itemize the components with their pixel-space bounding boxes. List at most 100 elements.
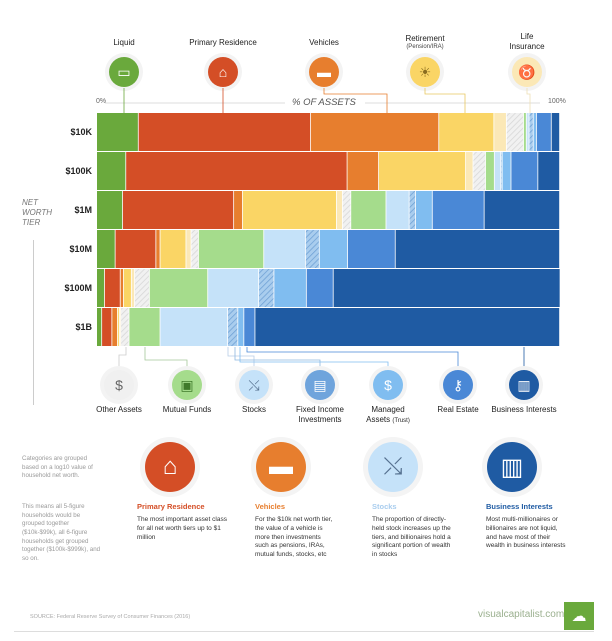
contract-icon: ▥ xyxy=(487,442,537,492)
bar-segment-stocks xyxy=(208,269,259,307)
tier-label: $1B xyxy=(75,322,92,332)
bar-segment-retirement-pension-ira xyxy=(439,113,494,151)
bar-segment-real-estate xyxy=(347,230,395,268)
label-real-estate: Real Estate xyxy=(437,405,479,414)
note-grouping: Categories are grouped based on a log10 … xyxy=(22,455,93,480)
bar-segment-life-insurance xyxy=(336,191,343,229)
house-icon: ⌂ xyxy=(208,57,238,87)
bar-segment-primary-residence xyxy=(104,269,120,307)
bar-segment-other-assets xyxy=(473,152,486,190)
bar-segment-vehicles xyxy=(156,230,160,268)
bonds-icon: ▤ xyxy=(305,370,335,400)
connector-line xyxy=(118,347,127,370)
briefcase-icon: ▣ xyxy=(172,370,202,400)
connector-line xyxy=(227,347,255,370)
connector-line xyxy=(239,347,389,370)
y-axis-arrow xyxy=(33,240,34,405)
bar-segment-other-assets xyxy=(121,308,129,346)
bar-segment-liquid xyxy=(97,230,115,268)
bar-segment-retirement-pension-ira xyxy=(378,152,466,190)
axis-right-label: 100% xyxy=(548,98,566,105)
bar-segment-liquid xyxy=(97,308,102,346)
bar-segment-primary-residence xyxy=(122,191,234,229)
bar-segment-primary-residence xyxy=(138,113,311,151)
bar-segment-other-assets xyxy=(342,191,351,229)
bar-segment-other-assets xyxy=(134,269,149,307)
bar-segment-life-insurance xyxy=(466,152,473,190)
contract-icon: ▥ xyxy=(509,370,539,400)
card-text-vehicles: For the $10k net worth tier, the value o… xyxy=(255,516,333,559)
card-title-vehicles: Vehicles xyxy=(255,502,286,511)
connector-line xyxy=(234,347,321,370)
bar-segment-fixed-income-investments xyxy=(259,269,274,307)
bar-segment-stocks xyxy=(160,308,228,346)
money-bag-icon: $ xyxy=(373,370,403,400)
bar-segment-fixed-income-investments xyxy=(529,113,533,151)
connector-line xyxy=(323,88,388,113)
brand-link[interactable]: visualcapitalist.com xyxy=(478,609,565,620)
tier-label: $100K xyxy=(65,166,92,176)
bar-segment-fixed-income-investments xyxy=(501,152,502,190)
y-title-line: TIER xyxy=(22,218,41,227)
beach-icon: ☀ xyxy=(410,57,440,87)
bar-segment-business-interests xyxy=(484,191,560,229)
bar-segment-mutual-funds xyxy=(523,113,526,151)
bar-segment-managed-assets-trust xyxy=(533,113,537,151)
bar-segment-business-interests xyxy=(538,152,560,190)
bar-segment-other-assets xyxy=(191,230,199,268)
card-text-business-interests: Most multi-millionaires or billionaires … xyxy=(486,516,566,550)
bar-segment-primary-residence xyxy=(115,230,156,268)
footer-divider xyxy=(14,631,594,632)
bar-segment-stocks xyxy=(494,152,501,190)
bar-segment-real-estate xyxy=(536,113,551,151)
card-text-stocks: The proportion of directly-held stock in… xyxy=(372,516,451,559)
bar-segment-retirement-pension-ira xyxy=(160,230,186,268)
bar-segment-stocks xyxy=(526,113,529,151)
label-liquid: Liquid xyxy=(113,38,135,47)
bar-segment-real-estate xyxy=(432,191,484,229)
bar-segment-business-interests xyxy=(333,269,560,307)
bar-segment-vehicles xyxy=(234,191,243,229)
bar-segment-life-insurance xyxy=(119,308,121,346)
house-icon: ⌂ xyxy=(145,442,195,492)
axis-title: % OF ASSETS xyxy=(292,97,356,108)
bar-segment-stocks xyxy=(264,230,306,268)
piggy-bank-icon: ♉ xyxy=(512,57,542,87)
label-retirement: Retirement (Pension/IRA) xyxy=(370,34,480,51)
connector-line xyxy=(424,88,466,113)
bar-segment-mutual-funds xyxy=(129,308,160,346)
bar-segment-managed-assets-trust xyxy=(502,152,511,190)
tier-label: $10M xyxy=(69,244,92,254)
managed-name: Managed Assets xyxy=(366,405,405,425)
bar-segment-vehicles xyxy=(347,152,379,190)
bar-segment-vehicles xyxy=(120,269,124,307)
bar-segment-mutual-funds xyxy=(485,152,494,190)
bar-segment-mutual-funds xyxy=(198,230,264,268)
bar-segment-managed-assets-trust xyxy=(238,308,244,346)
tier-label: $1M xyxy=(74,205,92,215)
bar-segment-life-insurance xyxy=(494,113,506,151)
bar-segment-life-insurance xyxy=(186,230,191,268)
stock-chart-icon: ⤯ xyxy=(239,370,269,400)
card-text-primary-residence: The most important asset class for all n… xyxy=(137,516,227,541)
stock-chart-icon: ⤯ xyxy=(368,442,418,492)
bar-segment-mutual-funds xyxy=(149,269,208,307)
bar-segment-primary-residence xyxy=(102,308,112,346)
retirement-sub: (Pension/IRA) xyxy=(406,43,444,50)
car-icon: ▬ xyxy=(256,442,306,492)
key-icon: ⚷ xyxy=(443,370,473,400)
source-note: SOURCE: Federal Reserve Survey of Consum… xyxy=(30,614,191,620)
bar-segment-managed-assets-trust xyxy=(274,269,306,307)
tier-label: $100M xyxy=(64,283,92,293)
bar-segment-real-estate xyxy=(306,269,333,307)
bar-segment-fixed-income-investments xyxy=(228,308,238,346)
bar-segment-life-insurance xyxy=(131,269,135,307)
bar-segment-managed-assets-trust xyxy=(319,230,348,268)
bar-segment-business-interests xyxy=(255,308,560,346)
y-title-line: NET xyxy=(22,198,38,207)
card-title-stocks: Stocks xyxy=(372,502,397,511)
bar-segment-business-interests xyxy=(551,113,560,151)
label-primary-residence: Primary Residence xyxy=(189,38,257,47)
label-mutual-funds: Mutual Funds xyxy=(162,405,212,414)
